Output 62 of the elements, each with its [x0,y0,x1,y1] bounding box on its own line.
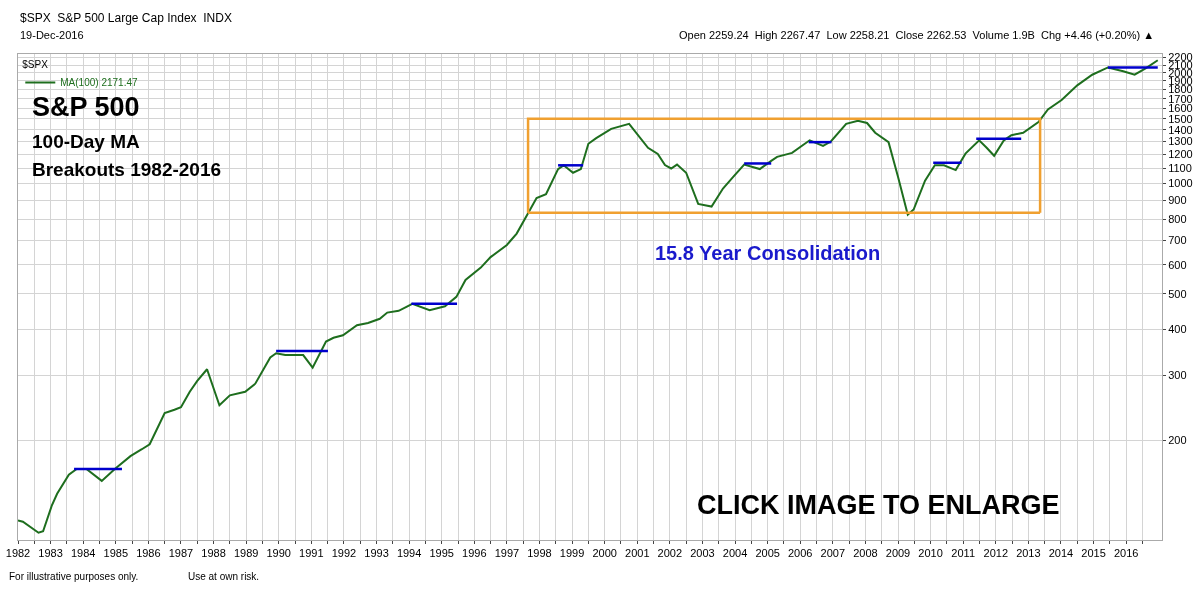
y-tick-label: 1300 [1168,135,1193,148]
chart-subtitle: 19-Dec-2016 [20,29,84,41]
annotation: CLICK IMAGE TO ENLARGE [697,490,1060,520]
x-tick-label: 2003 [690,547,715,560]
x-tick-label: 2012 [983,547,1009,560]
x-tick-label: 1986 [136,547,161,560]
y-tick-label: 1000 [1168,177,1193,190]
x-tick-label: 2005 [755,547,780,560]
y-tick-label: 800 [1168,212,1187,225]
annotation: S&P 500 [32,92,140,122]
x-tick-label: 1991 [299,547,324,560]
x-tick-label: 1992 [331,547,357,560]
x-tick-label: 1994 [396,547,422,560]
x-tick-label: 2006 [787,547,813,560]
text: Open 2259.24 High 2267.47 Low 2258.21 Close 2262.53 Volume 1.9B Chg +4.46 (+0.20%) ▲ [679,29,1155,41]
x-tick-label: 1995 [429,547,454,560]
x-tick-label: 1989 [233,547,259,560]
x-tick-label: 2013 [1016,547,1041,560]
x-tick-label: 1988 [201,547,226,560]
x-tick-label: 1983 [38,547,63,560]
y-tick-label: 600 [1168,258,1187,271]
x-tick-label: 2002 [657,547,683,560]
y-tick-label: 1400 [1168,123,1193,136]
x-tick-label: 1999 [559,547,585,560]
x-tick-label: 2001 [625,547,650,560]
x-tick-label: 2007 [820,547,846,560]
chart-title: $SPX S&P 500 Large Cap Index INDX [20,11,232,25]
text: Use at own risk. [188,571,260,582]
y-tick-label: 1200 [1168,148,1193,161]
x-tick-label: 2016 [1113,547,1139,560]
y-tick-label: 1500 [1168,112,1193,125]
x-tick-label: 1987 [168,547,194,560]
x-tick-label: 1982 [5,547,31,560]
y-tick-label: 400 [1168,323,1187,336]
x-tick-label: 1997 [494,547,520,560]
x-tick-label: 2000 [592,547,617,560]
x-tick-label: 2008 [853,547,878,560]
y-tick-label: 500 [1168,287,1187,300]
x-tick-label: 2015 [1081,547,1106,560]
legend-label: MA(100) 2171.47 [60,77,138,89]
y-tick-label: 300 [1168,369,1187,382]
y-tick-label: 1600 [1168,102,1193,115]
x-tick-label: 2011 [951,547,976,560]
y-tick-label: 200 [1168,434,1187,447]
x-tick-label: 1996 [462,547,487,560]
annotation: Breakouts 1982-2016 [32,159,222,180]
x-tick-label: 1990 [266,547,291,560]
x-tick-label: 1993 [364,547,389,560]
x-tick-label: 1985 [103,547,129,560]
y-tick-label: 700 [1168,234,1187,247]
annotation: 15.8 Year Consolidation [655,242,881,264]
y-tick-label: 900 [1168,194,1187,207]
x-tick-label: 1984 [70,547,96,560]
x-tick-label: 2010 [918,547,943,560]
x-tick-label: 2004 [722,547,748,560]
legend-title: $SPX [22,58,49,70]
annotation: 100-Day MA [32,131,140,152]
text: For illustrative purposes only. [9,571,139,582]
y-tick-label: 1100 [1168,162,1192,175]
x-tick-label: 2014 [1048,547,1074,560]
x-tick-label: 2009 [885,547,911,560]
x-tick-label: 1998 [527,547,552,560]
